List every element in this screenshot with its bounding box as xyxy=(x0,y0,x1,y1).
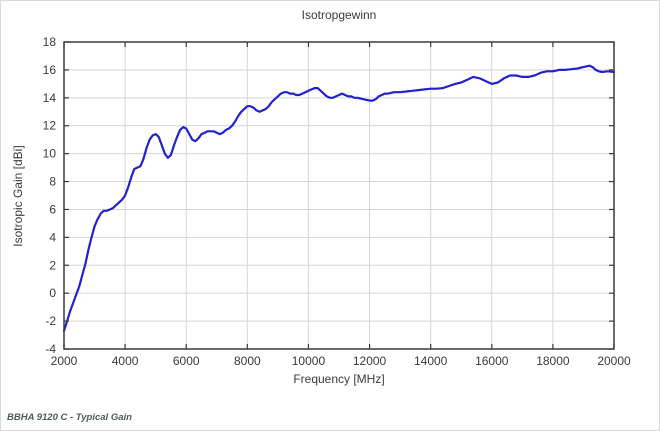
x-tick-label: 6000 xyxy=(173,354,200,368)
x-tick-label: 4000 xyxy=(112,354,139,368)
y-tick-label: -2 xyxy=(45,314,56,328)
plot-frame xyxy=(63,41,615,350)
y-tick-label: 16 xyxy=(43,63,57,77)
y-tick-label: 6 xyxy=(49,202,56,216)
y-axis-label: Isotropic Gain [dBi] xyxy=(11,145,25,247)
x-tick-label: 2000 xyxy=(51,354,78,368)
x-axis-label: Frequency [MHz] xyxy=(293,372,385,386)
y-tick-label: -4 xyxy=(45,342,56,356)
x-tick-label: 20000 xyxy=(597,354,631,368)
figure-caption: BBHA 9120 C - Typical Gain xyxy=(7,412,132,423)
y-tick-label: 18 xyxy=(43,35,57,49)
y-tick-label: 2 xyxy=(49,258,56,272)
x-tick-label: 10000 xyxy=(292,354,326,368)
chart-title: Isotropgewinn xyxy=(301,8,377,22)
y-tick-label: 0 xyxy=(49,286,56,300)
y-tick-label: 10 xyxy=(43,147,57,161)
y-tick-label: 12 xyxy=(43,119,57,133)
gain-curve xyxy=(62,64,616,332)
y-tick-label: 8 xyxy=(49,175,56,189)
x-tick-label: 8000 xyxy=(234,354,261,368)
x-tick-label: 14000 xyxy=(414,354,448,368)
x-tick-label: 12000 xyxy=(353,354,387,368)
y-tick-label: 4 xyxy=(49,230,56,244)
y-tick-label: 14 xyxy=(43,91,57,105)
x-tick-label: 18000 xyxy=(536,354,570,368)
x-tick-label: 16000 xyxy=(475,354,509,368)
